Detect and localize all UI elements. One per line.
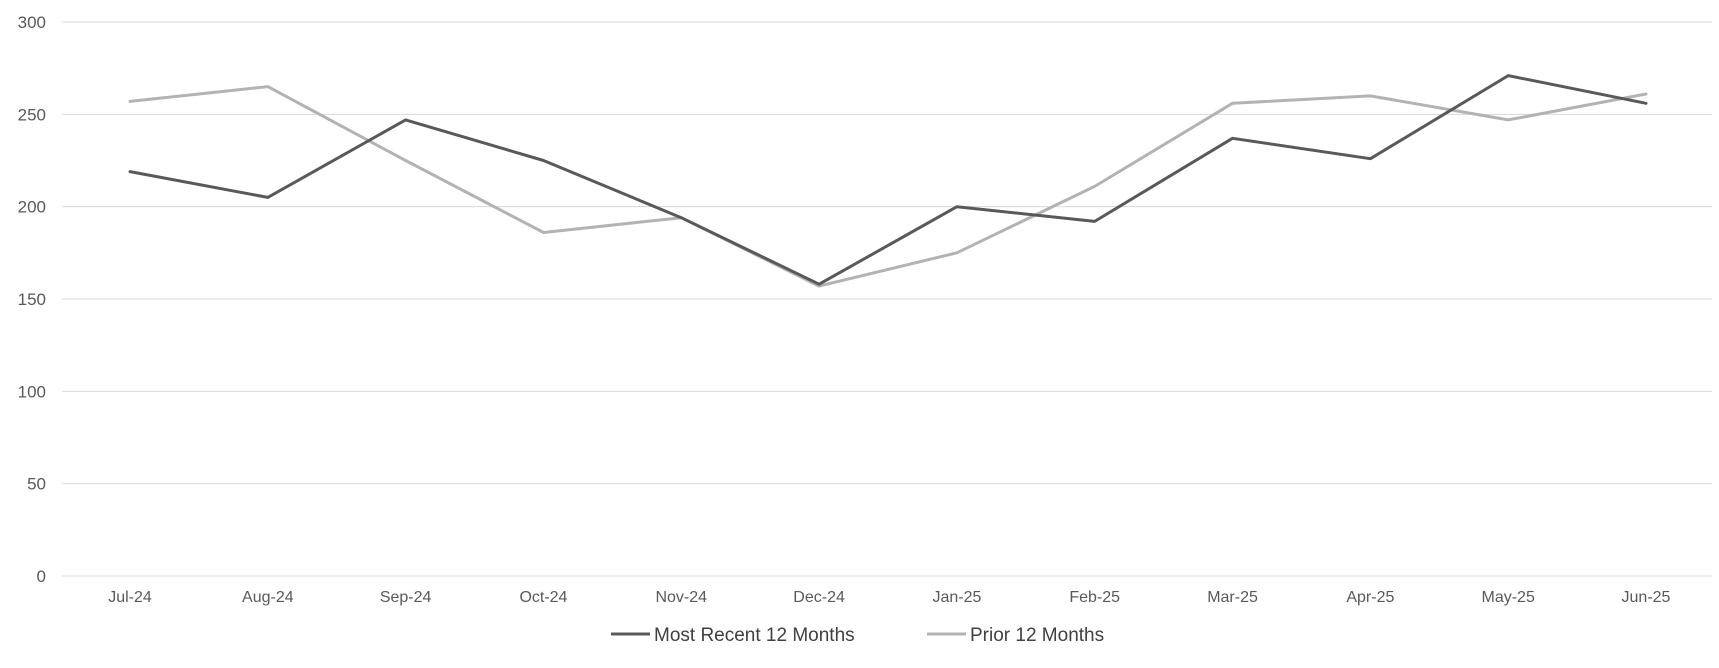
y-tick-label: 300 [18,13,46,32]
x-tick-label: Jul-24 [108,589,152,606]
x-tick-label: Sep-24 [380,589,432,606]
y-tick-label: 200 [18,198,46,217]
x-tick-label: Jan-25 [932,589,981,606]
x-tick-label: Mar-25 [1207,589,1258,606]
x-tick-label: Dec-24 [793,589,845,606]
y-tick-label: 0 [37,567,46,586]
series-line-1 [128,85,1648,288]
series-lines [128,74,1648,288]
y-tick-label: 250 [18,105,46,124]
series-line-0 [128,74,1648,286]
y-tick-label: 100 [18,382,46,401]
y-tick-label: 150 [18,290,46,309]
legend-label-1: Prior 12 Months [970,625,1104,646]
legend: Most Recent 12 Months Prior 12 Months [611,625,1104,646]
x-tick-label: Apr-25 [1346,589,1394,606]
x-tick-label: Oct-24 [519,589,567,606]
gridlines [62,21,1712,577]
x-tick-label: Jun-25 [1622,589,1671,606]
x-tick-label: May-25 [1482,589,1535,606]
y-axis: 0 50 100 150 200 250 300 [18,13,46,586]
legend-label-0: Most Recent 12 Months [654,625,855,646]
x-tick-label: Feb-25 [1069,589,1120,606]
x-axis: Jul-24 Aug-24 Sep-24 Oct-24 Nov-24 Dec-24 Jan-… [108,589,1670,606]
x-tick-label: Nov-24 [655,589,707,606]
y-tick-label: 50 [27,475,46,494]
x-tick-label: Aug-24 [242,589,294,606]
